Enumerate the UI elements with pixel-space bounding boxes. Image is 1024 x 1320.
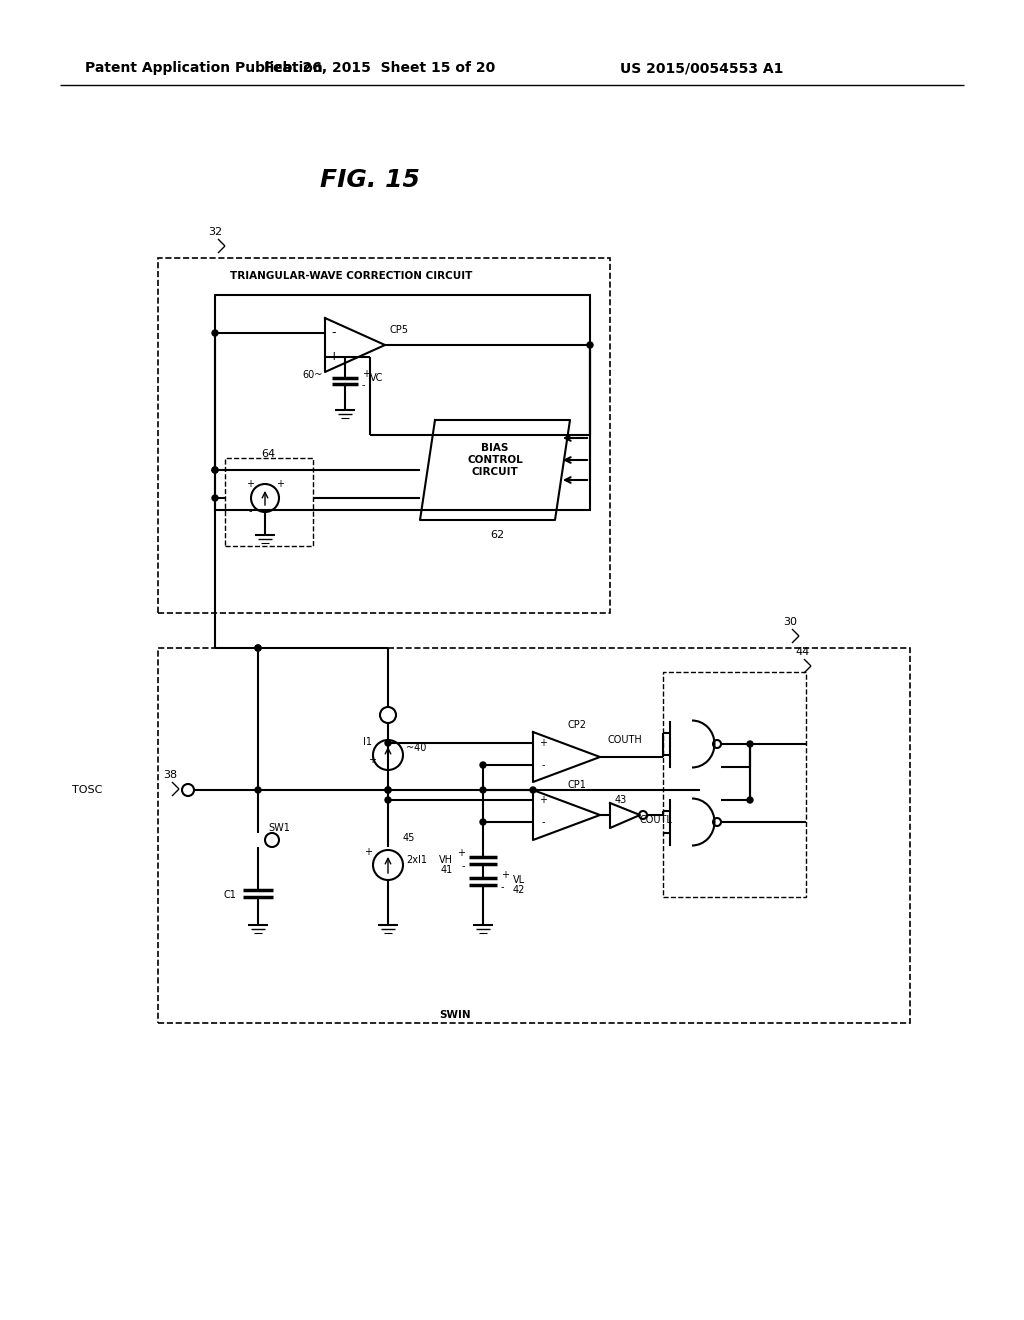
Text: SWIN: SWIN — [439, 1010, 471, 1020]
Circle shape — [587, 342, 593, 348]
Text: +: + — [501, 870, 509, 880]
Text: -: - — [542, 817, 545, 828]
Bar — [225, 458, 313, 546]
Circle shape — [385, 787, 391, 793]
Text: C1: C1 — [223, 890, 237, 900]
Text: -: - — [362, 380, 366, 389]
Text: +: + — [362, 370, 370, 379]
Circle shape — [255, 645, 261, 651]
Text: CP2: CP2 — [568, 719, 587, 730]
Text: I1: I1 — [362, 737, 372, 747]
Text: -: - — [462, 861, 465, 871]
Text: +: + — [329, 350, 339, 363]
Text: -: - — [332, 326, 336, 339]
Circle shape — [212, 467, 218, 473]
Text: 45: 45 — [403, 833, 416, 843]
Text: -: - — [248, 506, 252, 516]
Text: 60~: 60~ — [302, 370, 323, 380]
Text: +: + — [246, 479, 254, 488]
Text: Patent Application Publication: Patent Application Publication — [85, 61, 323, 75]
Text: VC: VC — [370, 374, 383, 383]
Circle shape — [385, 797, 391, 803]
Text: 64: 64 — [261, 449, 275, 459]
Text: -: - — [501, 882, 505, 892]
Bar — [215, 294, 590, 510]
Text: FIG. 15: FIG. 15 — [321, 168, 420, 191]
Bar — [158, 257, 610, 612]
Circle shape — [480, 787, 486, 793]
Text: Feb. 26, 2015  Sheet 15 of 20: Feb. 26, 2015 Sheet 15 of 20 — [264, 61, 496, 75]
Text: ~40: ~40 — [406, 743, 426, 752]
Bar — [663, 672, 806, 898]
Text: 43: 43 — [614, 795, 627, 805]
Text: +: + — [368, 755, 376, 766]
Circle shape — [212, 330, 218, 337]
Text: 62: 62 — [490, 531, 504, 540]
Text: +: + — [457, 847, 465, 858]
Text: COUTH: COUTH — [608, 735, 643, 744]
Text: +: + — [539, 795, 547, 805]
Text: +: + — [539, 738, 547, 748]
Circle shape — [746, 797, 753, 803]
Text: VL: VL — [513, 875, 525, 884]
Text: -: - — [542, 760, 545, 770]
Text: 41: 41 — [440, 865, 453, 875]
Text: 44: 44 — [795, 647, 809, 657]
Text: SW1: SW1 — [268, 822, 290, 833]
Circle shape — [385, 787, 391, 793]
Text: VH: VH — [439, 855, 453, 865]
Text: CP1: CP1 — [568, 780, 587, 789]
Text: TOSC: TOSC — [72, 785, 102, 795]
Circle shape — [480, 762, 486, 768]
Circle shape — [212, 495, 218, 502]
Circle shape — [385, 741, 391, 746]
Text: 42: 42 — [513, 884, 525, 895]
Text: 30: 30 — [783, 616, 797, 627]
Text: +: + — [364, 847, 372, 857]
Text: TRIANGULAR-WAVE CORRECTION CIRCUIT: TRIANGULAR-WAVE CORRECTION CIRCUIT — [230, 271, 472, 281]
Text: BIAS
CONTROL
CIRCUIT: BIAS CONTROL CIRCUIT — [467, 444, 523, 477]
Text: COUTL: COUTL — [640, 814, 673, 825]
Circle shape — [212, 467, 218, 473]
Circle shape — [255, 787, 261, 793]
Text: 2xI1: 2xI1 — [406, 855, 427, 865]
Text: CP5: CP5 — [390, 325, 409, 335]
Text: 38: 38 — [163, 770, 177, 780]
Circle shape — [255, 645, 261, 651]
Circle shape — [746, 741, 753, 747]
Text: US 2015/0054553 A1: US 2015/0054553 A1 — [620, 61, 783, 75]
Text: +: + — [276, 479, 284, 488]
Circle shape — [530, 787, 536, 793]
Circle shape — [480, 818, 486, 825]
Bar — [158, 648, 910, 1023]
Text: 32: 32 — [208, 227, 222, 238]
